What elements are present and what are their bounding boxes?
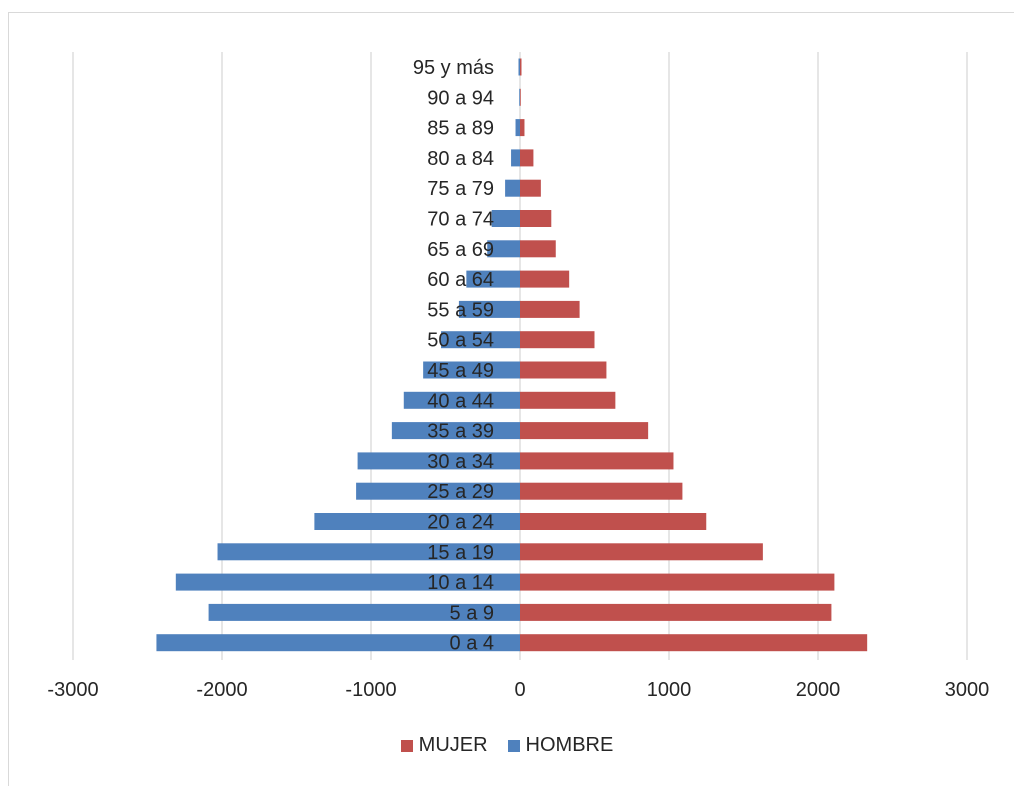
bar-hombre — [314, 513, 520, 530]
bar-mujer — [520, 270, 570, 288]
bar-mujer — [520, 58, 522, 76]
age-group-label: 80 a 84 — [427, 148, 494, 170]
age-group-label: 10 a 14 — [427, 572, 494, 594]
label-layer: 95 y más 90 a 94 85 a 89 80 a 84 75 a 79 70 a… — [413, 57, 494, 655]
x-tick-label: 2000 — [796, 679, 841, 701]
bar-mujer — [520, 452, 674, 470]
bar-hombre — [518, 58, 520, 76]
bar-hombre — [487, 240, 520, 258]
age-group-label: 90 a 94 — [427, 87, 494, 109]
age-group-label: 5 a 9 — [450, 602, 494, 624]
x-tick-label: -3000 — [47, 679, 98, 701]
bar-hombre — [403, 391, 520, 409]
age-group-label: 75 a 79 — [427, 178, 494, 200]
bar-hombre — [156, 634, 520, 652]
bar-hombre — [357, 452, 520, 470]
bar-mujer — [520, 391, 616, 409]
bar-mujer — [520, 119, 525, 137]
tick-layer: -3000 -2000 -1000 0 1000 2000 3000 — [47, 679, 989, 701]
bar-hombre — [391, 422, 520, 440]
bar-hombre — [491, 210, 520, 227]
bar-mujer — [520, 88, 521, 106]
grid-layer — [72, 52, 968, 660]
legend-item-mujer: MUJER — [400, 734, 488, 757]
bar-hombre — [505, 179, 520, 197]
age-group-label: 55 a 59 — [427, 299, 494, 321]
bar-hombre — [519, 88, 520, 106]
bar-mujer — [520, 331, 595, 349]
bar-hombre — [356, 482, 520, 500]
bar-mujer — [520, 543, 763, 561]
bar-hombre — [208, 603, 520, 621]
bar-mujer — [520, 149, 534, 167]
age-group-label: 40 a 44 — [427, 390, 494, 412]
age-group-label: 65 a 69 — [427, 239, 494, 261]
bar-hombre — [441, 331, 520, 349]
age-group-label: 70 a 74 — [427, 209, 494, 231]
bar-mujer — [520, 634, 868, 652]
age-group-label: 0 a 4 — [450, 633, 494, 655]
bar-mujer — [520, 240, 556, 258]
bar-mujer — [520, 603, 832, 621]
legend-swatch-mujer — [400, 739, 413, 752]
age-group-label: 30 a 34 — [427, 451, 494, 473]
bar-hombre — [515, 119, 520, 137]
legend-label-hombre: HOMBRE — [525, 734, 614, 756]
bar-mujer — [520, 422, 649, 440]
bar-hombre — [423, 361, 520, 379]
x-tick-label: -2000 — [196, 679, 247, 701]
legend-label-mujer: MUJER — [418, 734, 488, 756]
chart-frame — [8, 12, 1014, 786]
age-group-label: 85 a 89 — [427, 118, 494, 140]
age-group-label: 35 a 39 — [427, 421, 494, 443]
x-tick-label: 0 — [514, 679, 525, 701]
bar-mujer — [520, 300, 580, 318]
bar-hombre — [511, 149, 520, 167]
age-group-label: 15 a 19 — [427, 542, 494, 564]
bar-hombre — [466, 270, 520, 288]
bar-mujer — [520, 361, 607, 379]
age-group-label: 20 a 24 — [427, 512, 494, 534]
legend-item-hombre: HOMBRE — [507, 734, 614, 757]
bar-hombre — [458, 300, 520, 318]
bar-mujer — [520, 513, 707, 530]
x-tick-label: -1000 — [345, 679, 396, 701]
bar-layer — [156, 58, 868, 652]
bar-mujer — [520, 179, 541, 197]
bar-mujer — [520, 573, 835, 591]
bar-mujer — [520, 210, 552, 227]
bar-hombre — [217, 543, 520, 561]
age-group-label: 25 a 29 — [427, 481, 494, 503]
x-tick-label: 1000 — [647, 679, 692, 701]
bar-mujer — [520, 482, 683, 500]
age-group-label: 95 y más — [413, 57, 494, 79]
bar-hombre — [175, 573, 520, 591]
age-group-label: 60 a 64 — [427, 269, 494, 291]
legend-swatch-hombre — [507, 739, 520, 752]
age-group-label: 45 a 49 — [427, 360, 494, 382]
age-group-label: 50 a 54 — [427, 330, 494, 352]
legend: MUJER HOMBRE — [0, 734, 1014, 757]
x-tick-label: 3000 — [945, 679, 990, 701]
